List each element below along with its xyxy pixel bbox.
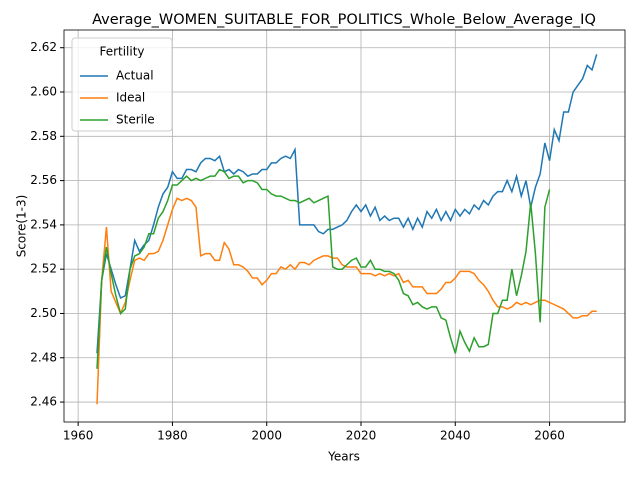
x-tick-label: 2020	[346, 429, 377, 443]
y-tick-label: 2.58	[30, 129, 57, 143]
x-tick-label: 2060	[534, 429, 565, 443]
y-tick-label: 2.48	[30, 350, 57, 364]
y-axis-label: Score(1-3)	[15, 195, 29, 258]
x-tick-label: 2040	[440, 429, 471, 443]
x-tick-label: 1980	[157, 429, 188, 443]
y-tick-label: 2.60	[30, 85, 57, 99]
y-tick-label: 2.56	[30, 173, 57, 187]
x-axis-label: Years	[327, 450, 360, 464]
y-tick-label: 2.50	[30, 306, 57, 320]
plot-frame	[63, 29, 626, 423]
legend: Fertility Actual Ideal Sterile	[71, 37, 173, 132]
x-tick-label: 1960	[63, 429, 94, 443]
y-tick-label: 2.46	[30, 395, 57, 409]
legend-label: Actual	[116, 69, 154, 83]
y-tick-label: 2.52	[30, 262, 57, 276]
line	[96, 168, 551, 369]
y-tick-label: 2.54	[30, 217, 57, 231]
legend-title: Fertility	[99, 45, 144, 59]
x-tick-label: 2000	[251, 429, 282, 443]
line	[96, 54, 598, 354]
legend-label: Ideal	[116, 91, 145, 105]
legend-label: Sterile	[116, 113, 155, 127]
chart-title: Average_WOMEN_SUITABLE_FOR_POLITICS_Whol…	[92, 12, 596, 28]
line	[96, 197, 597, 405]
legend-box	[71, 37, 173, 132]
y-tick-label: 2.62	[30, 40, 57, 54]
